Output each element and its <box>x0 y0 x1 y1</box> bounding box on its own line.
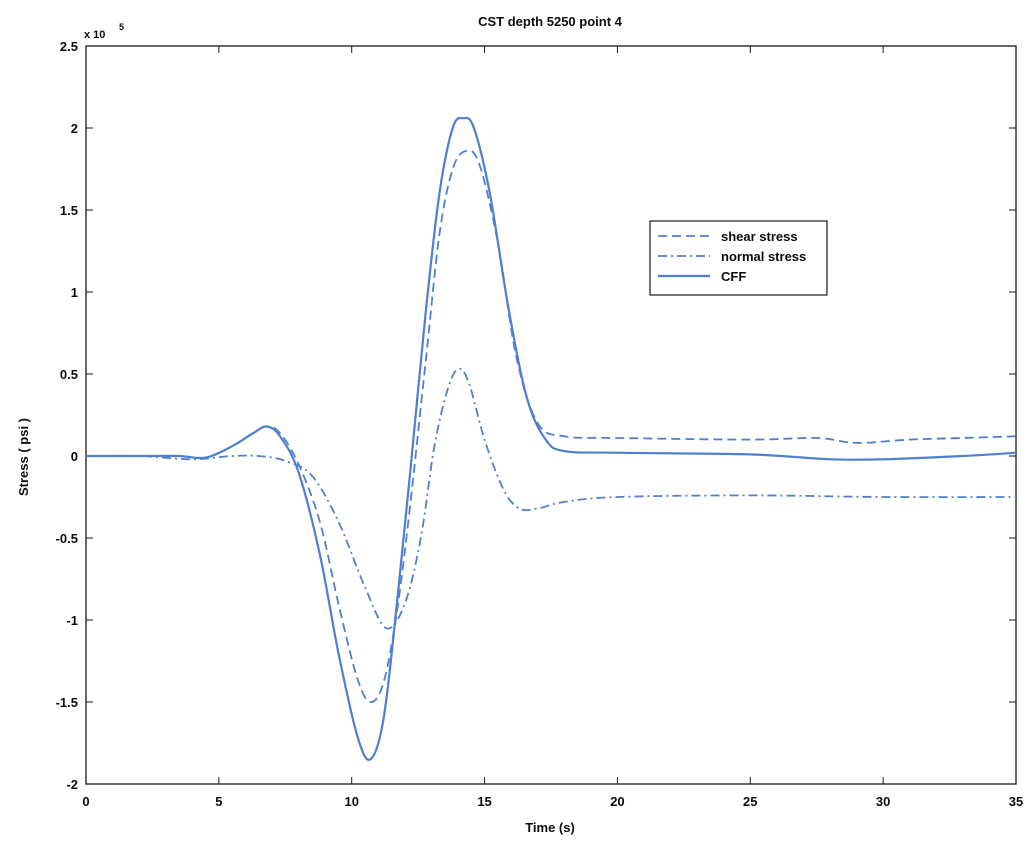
y-axis-label: Stress ( psi ) <box>16 418 31 496</box>
x-tick-label: 35 <box>1009 794 1023 809</box>
x-tick-label: 20 <box>610 794 624 809</box>
y-tick-label: 0.5 <box>60 367 78 382</box>
series-line-normal-stress <box>85 367 1017 630</box>
y-tick-label: -0.5 <box>56 531 78 546</box>
x-tick-label: 25 <box>743 794 757 809</box>
y-tick-label: 2.5 <box>60 39 78 54</box>
y-exponent-power: 5 <box>119 22 124 32</box>
legend-entry-label: shear stress <box>721 229 798 244</box>
y-tick-label: 1 <box>71 285 78 300</box>
y-tick-label: -1.5 <box>56 695 78 710</box>
chart-title: CST depth 5250 point 4 <box>478 14 623 29</box>
legend-entry-label: normal stress <box>721 249 806 264</box>
y-tick-label: -2 <box>66 777 78 792</box>
y-tick-label: 0 <box>71 449 78 464</box>
legend-box <box>649 220 828 296</box>
x-axis-label: Time (s) <box>525 820 575 835</box>
x-tick-label: 10 <box>344 794 358 809</box>
legend-entry-label: CFF <box>721 269 746 284</box>
x-tick-label: 0 <box>82 794 89 809</box>
y-tick-label: 2 <box>71 121 78 136</box>
plot-frame <box>85 45 1017 785</box>
y-exponent-label: x 10 <box>84 29 105 41</box>
y-tick-label: -1 <box>66 613 78 628</box>
x-tick-label: 5 <box>215 794 222 809</box>
y-tick-label: 1.5 <box>60 203 78 218</box>
x-tick-label: 30 <box>876 794 890 809</box>
x-tick-label: 15 <box>477 794 491 809</box>
series-line-cff <box>86 116 1017 761</box>
series-line-shear-stress <box>86 149 1017 703</box>
